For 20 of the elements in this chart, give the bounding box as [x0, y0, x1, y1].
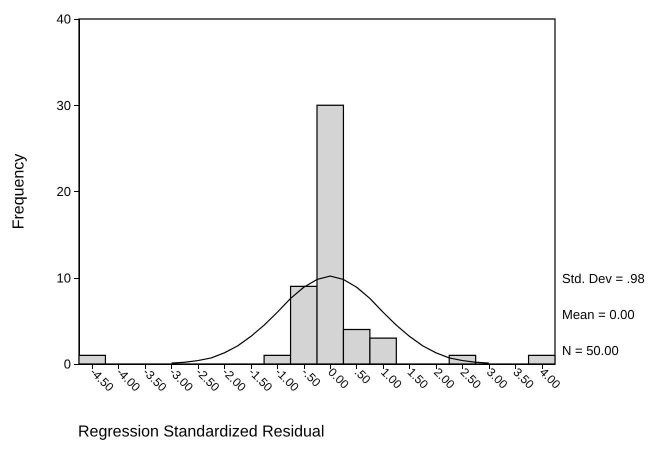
x-tick-label: 2.50 — [457, 365, 484, 392]
x-tick-label: 4.00 — [536, 365, 564, 392]
y-tick-label: 20 — [56, 184, 71, 199]
y-tick-label: 0 — [64, 356, 71, 372]
y-tick-label: 40 — [56, 12, 71, 26]
x-tick-label: 1.50 — [404, 365, 432, 392]
x-tick-label: 0.00 — [325, 365, 352, 392]
y-axis-title: Frequency — [10, 154, 28, 230]
text: N = 50.00 — [562, 343, 619, 358]
x-axis-title: Regression Standardized Residual — [78, 424, 324, 440]
y-tick-label: 10 — [56, 270, 71, 286]
text: Std. Dev = .98 — [562, 271, 645, 286]
text: Mean = 0.00 — [562, 307, 635, 322]
x-tick-label: 3.00 — [484, 365, 511, 392]
x-tick-label: 1.00 — [378, 365, 405, 392]
x-tick-label: -.50 — [298, 365, 324, 390]
x-tick-label: 2.00 — [431, 365, 458, 392]
x-tick-label: .50 — [352, 365, 374, 387]
y-tick-label: 30 — [56, 98, 71, 113]
x-tick-label: 3.50 — [510, 365, 538, 392]
